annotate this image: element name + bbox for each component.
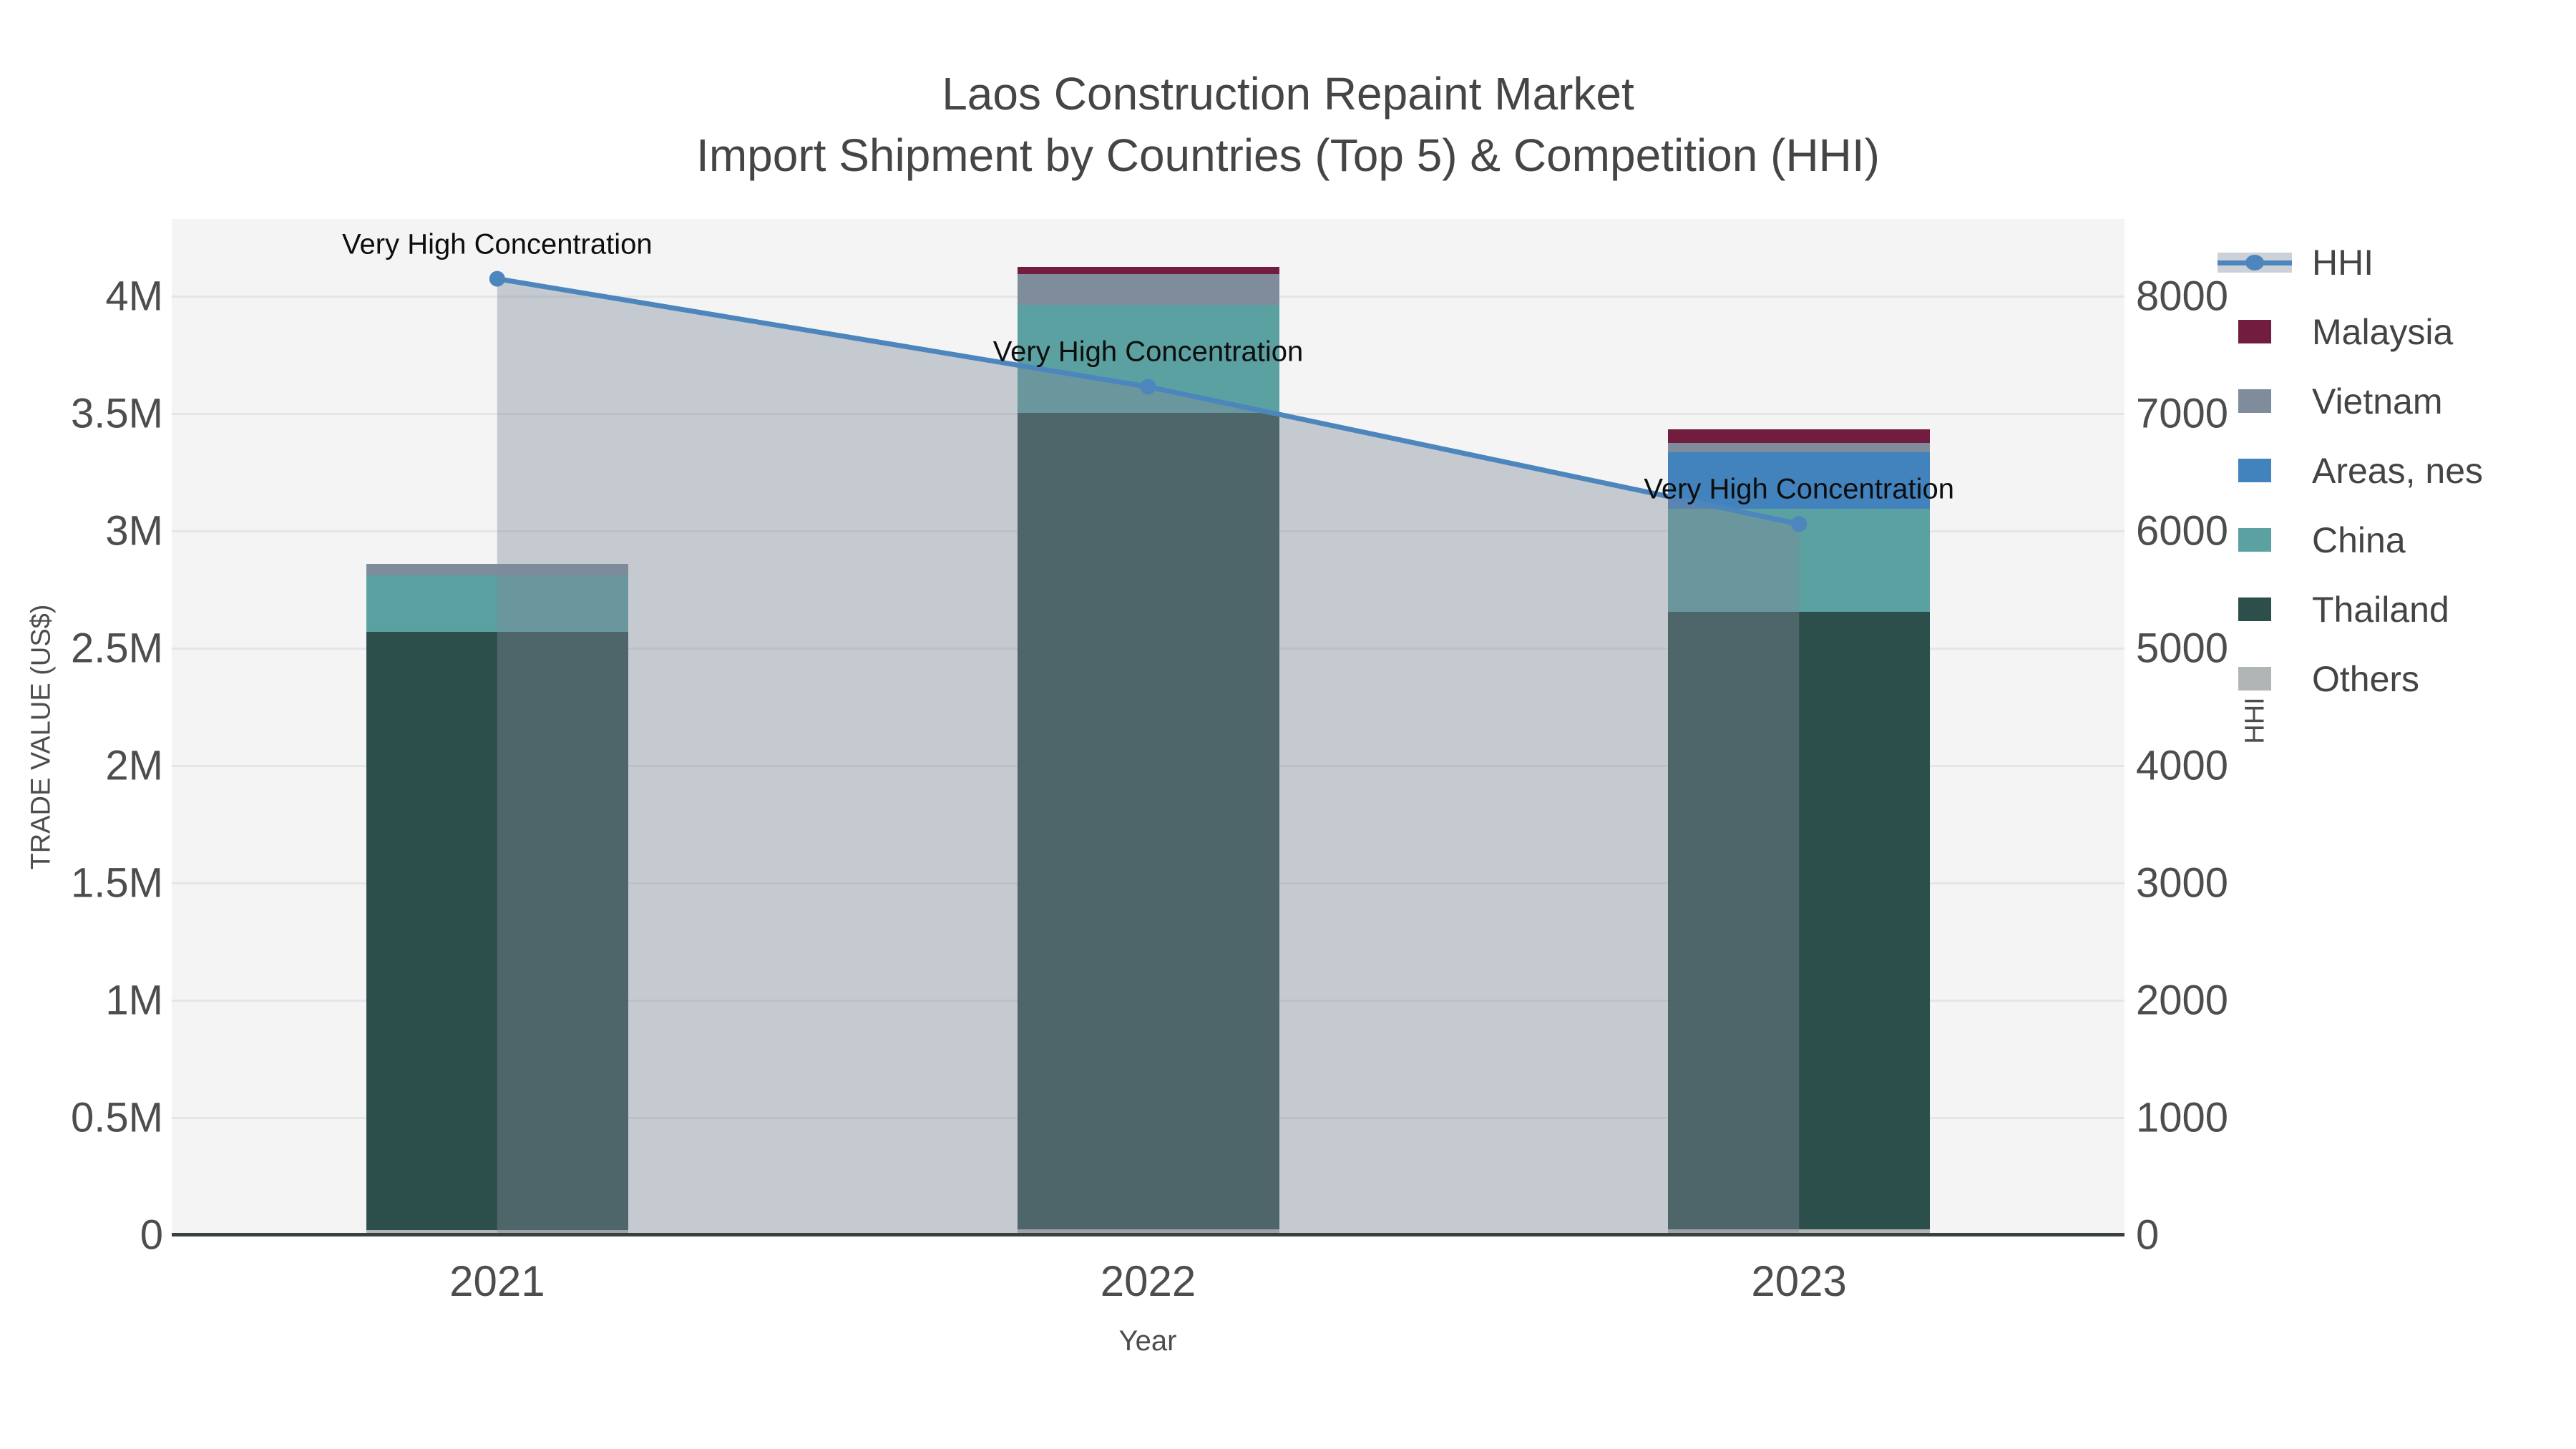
y-left-tick-2.5M: 2.5M — [71, 625, 163, 672]
hhi-line-overlay — [489, 270, 1807, 1235]
legend-color-swatch-icon — [2207, 389, 2302, 413]
y-right-tick-5000: 5000 — [2136, 625, 2229, 672]
y-right-tick-1000: 1000 — [2136, 1094, 2229, 1141]
y-left-tick-3M: 3M — [105, 507, 163, 555]
y-right-tick-3000: 3000 — [2136, 859, 2229, 907]
legend-label: Thailand — [2312, 589, 2449, 630]
legend-label: Malaysia — [2312, 311, 2454, 352]
y-left-tick-0: 0 — [140, 1211, 163, 1259]
y-right-tick-6000: 6000 — [2136, 507, 2229, 555]
legend-color-swatch-icon — [2207, 597, 2302, 621]
y-left-tick-1.5M: 1.5M — [71, 859, 163, 907]
bar-segment-2023-others[interactable] — [1668, 1229, 1931, 1235]
chart-title: Laos Construction Repaint Market — [942, 68, 1634, 119]
legend-item-thailand[interactable]: Thailand — [2207, 575, 2483, 644]
legend-label: China — [2312, 519, 2406, 560]
legend-label: Others — [2312, 658, 2420, 699]
legend-color-swatch-icon — [2207, 459, 2302, 482]
chart-title-block: Laos Construction Repaint Market Import … — [696, 63, 1880, 186]
bar-segment-2022-thailand[interactable] — [1017, 412, 1279, 1229]
hhi-marker-2023[interactable] — [1791, 516, 1807, 532]
bar-segment-2023-thailand[interactable] — [1668, 612, 1931, 1229]
x-tick-2021: 2021 — [449, 1257, 545, 1305]
bar-segment-2023-vietnam[interactable] — [1668, 443, 1931, 453]
hhi-marker-2021[interactable] — [489, 270, 505, 287]
hhi-marker-2022[interactable] — [1140, 379, 1156, 395]
y-right-tick-2000: 2000 — [2136, 977, 2229, 1024]
hhi-line-swatch-icon — [2207, 252, 2302, 273]
y-left-tick-3.5M: 3.5M — [71, 390, 163, 437]
bar-segment-2023-malaysia[interactable] — [1668, 429, 1931, 444]
annotation-2021: Very High Concentration — [342, 228, 653, 260]
legend: HHI Malaysia Vietnam Areas, nes China Thailan… — [2207, 228, 2483, 713]
x-tick-2022: 2022 — [1100, 1257, 1196, 1305]
legend-label: HHI — [2312, 242, 2374, 283]
bar-segment-2021-others[interactable] — [366, 1230, 628, 1235]
bar-segment-2023-areas-nes[interactable] — [1668, 452, 1931, 509]
annotation-2022: Very High Concentration — [992, 336, 1304, 368]
legend-item-malaysia[interactable]: Malaysia — [2207, 297, 2483, 366]
bar-segment-2022-malaysia[interactable] — [1017, 267, 1279, 275]
legend-item-hhi[interactable]: HHI — [2207, 228, 2483, 297]
y-right-tick-7000: 7000 — [2136, 390, 2229, 437]
chart-subtitle: Import Shipment by Countries (Top 5) & C… — [696, 130, 1880, 181]
bar-segment-2021-thailand[interactable] — [366, 632, 628, 1231]
y-left-tick-0.5M: 0.5M — [71, 1094, 163, 1141]
y-left-tick-4M: 4M — [105, 273, 163, 320]
y-left-tick-1M: 1M — [105, 977, 163, 1024]
hhi-area-fill — [497, 278, 1800, 1235]
x-axis-line — [172, 1233, 2124, 1236]
legend-label: Vietnam — [2312, 381, 2443, 421]
bar-segment-2022-others[interactable] — [1017, 1229, 1279, 1235]
y-right-tick-8000: 8000 — [2136, 273, 2229, 320]
y-right-tick-4000: 4000 — [2136, 742, 2229, 789]
legend-label: Areas, nes — [2312, 450, 2484, 491]
legend-item-vietnam[interactable]: Vietnam — [2207, 366, 2483, 436]
bar-segment-2021-china[interactable] — [366, 575, 628, 633]
legend-color-swatch-icon — [2207, 528, 2302, 552]
y-left-tick-2M: 2M — [105, 742, 163, 789]
legend-item-areas-nes[interactable]: Areas, nes — [2207, 436, 2483, 505]
legend-color-swatch-icon — [2207, 320, 2302, 343]
x-tick-2023: 2023 — [1751, 1257, 1847, 1305]
legend-item-others[interactable]: Others — [2207, 644, 2483, 713]
y-right-tick-0: 0 — [2136, 1211, 2160, 1259]
x-axis-title: Year — [1118, 1325, 1177, 1357]
bar-segment-2022-vietnam[interactable] — [1017, 274, 1279, 305]
legend-item-china[interactable]: China — [2207, 505, 2483, 575]
legend-color-swatch-icon — [2207, 667, 2302, 691]
bar-segment-2021-vietnam[interactable] — [366, 564, 628, 576]
annotation-2023: Very High Concentration — [1644, 473, 1954, 505]
